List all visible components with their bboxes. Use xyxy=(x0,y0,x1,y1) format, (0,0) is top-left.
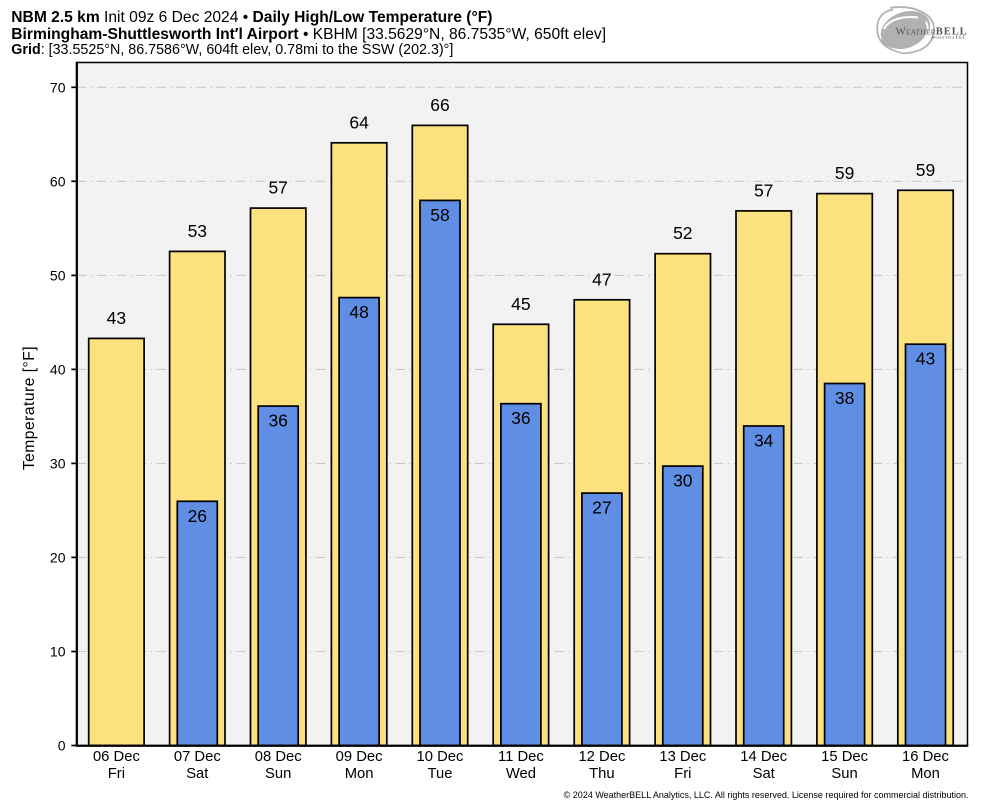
svg-text:Wed: Wed xyxy=(506,766,536,782)
svg-text:36: 36 xyxy=(511,408,530,428)
svg-text:66: 66 xyxy=(430,95,449,115)
svg-text:58: 58 xyxy=(430,205,449,225)
svg-text:Sun: Sun xyxy=(265,766,291,782)
svg-text:08 Dec: 08 Dec xyxy=(255,749,302,765)
svg-text:36: 36 xyxy=(268,411,287,431)
svg-text:64: 64 xyxy=(349,112,369,132)
svg-text:57: 57 xyxy=(754,180,773,200)
svg-text:30: 30 xyxy=(673,471,693,491)
svg-text:WEATHERBELL: WEATHERBELL xyxy=(896,25,968,37)
svg-text:38: 38 xyxy=(835,388,854,408)
svg-text:0: 0 xyxy=(58,738,66,754)
svg-text:70: 70 xyxy=(50,79,66,95)
svg-text:50: 50 xyxy=(50,267,66,283)
svg-text:15 Dec: 15 Dec xyxy=(821,749,868,765)
svg-text:10: 10 xyxy=(50,644,66,660)
svg-text:43: 43 xyxy=(107,308,126,328)
svg-text:20: 20 xyxy=(50,549,66,565)
svg-text:© 2024 WeatherBELL Analytics,: © 2024 WeatherBELL Analytics, LLC. All r… xyxy=(564,790,969,800)
svg-text:27: 27 xyxy=(592,498,611,518)
svg-text:Thu: Thu xyxy=(589,766,615,782)
svg-text:43: 43 xyxy=(916,349,935,369)
svg-text:07 Dec: 07 Dec xyxy=(174,749,221,765)
svg-text:34: 34 xyxy=(754,431,774,451)
svg-text:53: 53 xyxy=(188,221,207,241)
svg-text:10 Dec: 10 Dec xyxy=(417,749,464,765)
svg-text:Fri: Fri xyxy=(108,766,125,782)
svg-text:59: 59 xyxy=(835,163,854,183)
svg-text:Mon: Mon xyxy=(911,766,940,782)
svg-text:09 Dec: 09 Dec xyxy=(336,749,383,765)
svg-text:57: 57 xyxy=(268,178,287,198)
svg-text:45: 45 xyxy=(511,294,530,314)
svg-text:06 Dec: 06 Dec xyxy=(93,749,140,765)
svg-text:40: 40 xyxy=(50,361,66,377)
svg-text:59: 59 xyxy=(916,160,935,180)
svg-text:14 Dec: 14 Dec xyxy=(740,749,787,765)
svg-text:16 Dec: 16 Dec xyxy=(902,749,949,765)
svg-text:26: 26 xyxy=(188,506,207,526)
svg-text:13 Dec: 13 Dec xyxy=(659,749,706,765)
svg-text:11 Dec: 11 Dec xyxy=(498,749,544,765)
svg-text:ANALYTICS LLC: ANALYTICS LLC xyxy=(931,35,966,40)
svg-text:47: 47 xyxy=(592,269,611,289)
svg-text:48: 48 xyxy=(349,302,368,322)
svg-text:Tue: Tue xyxy=(428,766,453,782)
svg-text:60: 60 xyxy=(50,173,66,189)
svg-text:52: 52 xyxy=(673,223,692,243)
svg-text:Sun: Sun xyxy=(831,766,857,782)
svg-text:Sat: Sat xyxy=(753,766,775,782)
svg-text:Mon: Mon xyxy=(345,766,374,782)
svg-text:30: 30 xyxy=(50,455,66,471)
svg-text:Fri: Fri xyxy=(674,766,691,782)
svg-text:Sat: Sat xyxy=(186,766,208,782)
svg-text:Temperature [°F]: Temperature [°F] xyxy=(21,346,38,470)
svg-text:12 Dec: 12 Dec xyxy=(578,749,625,765)
